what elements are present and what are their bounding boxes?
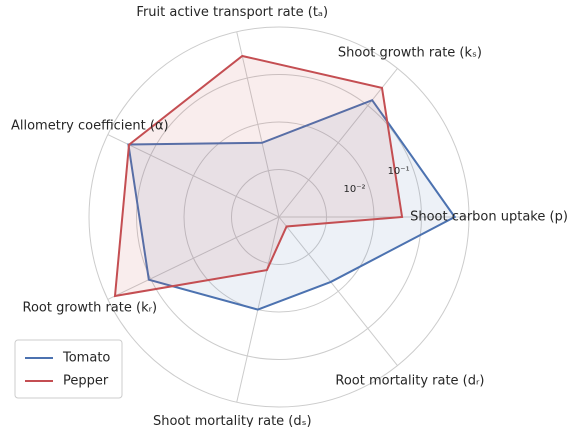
category-label: Fruit active transport rate (tₐ) (136, 5, 328, 20)
spoke (236, 31, 280, 218)
legend: Tomato Pepper (14, 339, 123, 399)
legend-label: Tomato (62, 351, 110, 366)
spoke (107, 134, 280, 218)
spoke (107, 216, 280, 300)
series-line (113, 54, 404, 298)
category-label: Shoot mortality rate (dₛ) (153, 414, 312, 427)
r-tick-label: 10⁻² (344, 184, 366, 195)
series-area (114, 55, 403, 296)
category-label: Shoot growth rate (kₛ) (338, 45, 482, 60)
series-line (127, 98, 457, 311)
category-label: Allometry coefficient (α) (11, 118, 169, 133)
legend-box (14, 339, 123, 399)
spoke (278, 68, 398, 218)
spoke (278, 216, 398, 366)
series-area (128, 100, 455, 310)
category-label: Root growth rate (kᵣ) (23, 301, 158, 316)
r-tick-label: 10⁻¹ (388, 166, 410, 177)
category-label: Root mortality rate (dᵣ) (335, 374, 484, 389)
legend-label: Pepper (63, 374, 109, 389)
category-label: Shoot carbon uptake (p) (410, 210, 568, 225)
